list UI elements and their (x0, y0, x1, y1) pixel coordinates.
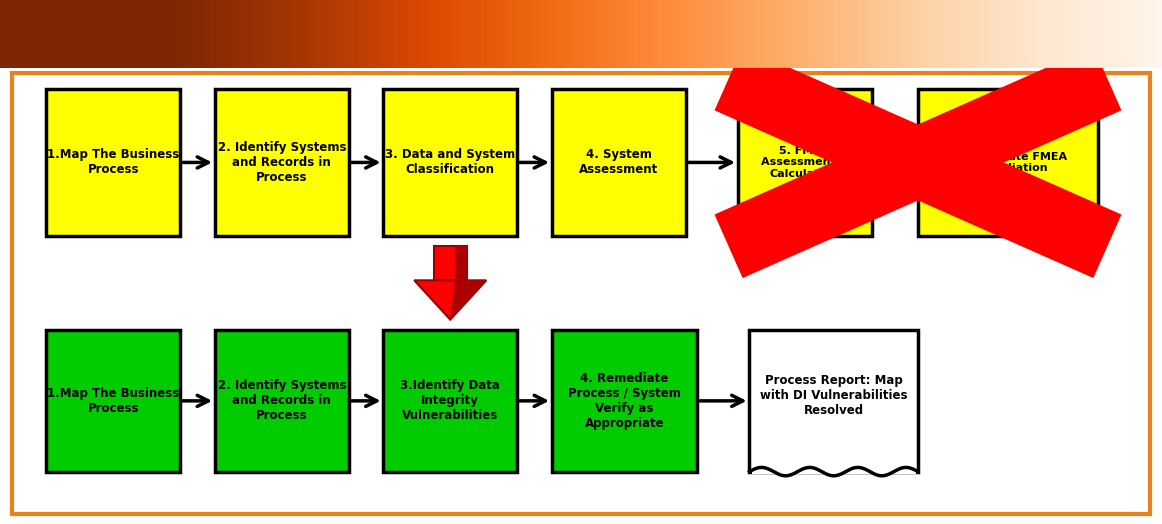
Polygon shape (415, 280, 486, 320)
FancyBboxPatch shape (383, 330, 517, 472)
FancyBboxPatch shape (215, 89, 349, 236)
Text: 2. Identify Systems
and Records in
Process: 2. Identify Systems and Records in Proce… (217, 141, 346, 184)
Text: 4. Remediate
Process / System
Verify as
Appropriate: 4. Remediate Process / System Verify as … (568, 372, 681, 430)
Text: 4. System
Assessment: 4. System Assessment (579, 148, 659, 177)
FancyBboxPatch shape (552, 89, 686, 236)
FancyBboxPatch shape (918, 89, 1098, 236)
Text: Process Report: Map
with DI Vulnerabilities
Resolved: Process Report: Map with DI Vulnerabilit… (760, 374, 908, 417)
Text: 3. Data and System
Classification: 3. Data and System Classification (386, 148, 515, 177)
FancyBboxPatch shape (749, 330, 918, 472)
Text: 6. Formulate FMEA
Remediation: 6. Formulate FMEA Remediation (949, 151, 1067, 173)
FancyBboxPatch shape (215, 330, 349, 472)
Text: 1.Map The Business
Process: 1.Map The Business Process (48, 148, 179, 177)
FancyBboxPatch shape (12, 73, 1150, 514)
Text: 1.Map The Business
Process: 1.Map The Business Process (48, 387, 179, 415)
FancyBboxPatch shape (46, 89, 180, 236)
FancyBboxPatch shape (383, 89, 517, 236)
FancyBboxPatch shape (456, 246, 467, 280)
Text: 5. FMEA
Assessment &
Calculation: 5. FMEA Assessment & Calculation (761, 146, 848, 179)
FancyBboxPatch shape (552, 330, 697, 472)
Text: 3.Identify Data
Integrity
Vulnerabilities: 3.Identify Data Integrity Vulnerabilitie… (401, 379, 500, 422)
FancyBboxPatch shape (738, 89, 872, 236)
Text: 2. Identify Systems
and Records in
Process: 2. Identify Systems and Records in Proce… (217, 379, 346, 422)
FancyBboxPatch shape (46, 330, 180, 472)
FancyBboxPatch shape (752, 468, 916, 474)
FancyBboxPatch shape (435, 246, 467, 280)
Polygon shape (451, 280, 486, 320)
